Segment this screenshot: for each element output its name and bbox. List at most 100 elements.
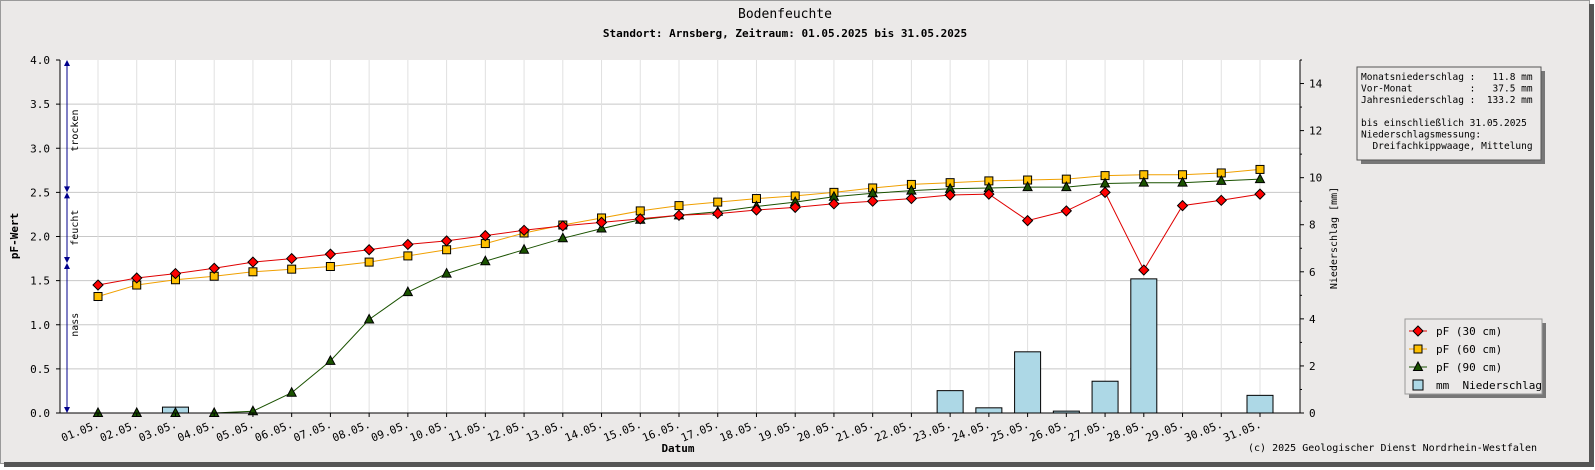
x-tick-label: 23.05.: [912, 418, 954, 445]
data-point: [1138, 264, 1150, 276]
data-point: [595, 216, 608, 229]
y-axis-label: pF-Wert: [8, 213, 21, 259]
data-point: [247, 256, 259, 268]
data-point: [441, 267, 452, 278]
precipitation-bar: [1246, 394, 1274, 414]
y2-tick-label: 4: [1309, 313, 1316, 326]
x-tick-label: 06.05.: [253, 418, 295, 445]
x-tick-label: 26.05.: [1028, 418, 1070, 445]
info-line: Niederschlagsmessung:: [1361, 130, 1481, 141]
y-tick-label: 3.0: [30, 142, 50, 155]
zone-arrow-down: [64, 256, 70, 263]
info-line: Jahresniederschlag : 133.2 mm: [1361, 95, 1533, 106]
x-tick-label: 14.05.: [563, 418, 605, 445]
data-point: [713, 197, 723, 207]
x-tick-label: 21.05.: [834, 418, 876, 445]
data-point: [674, 201, 684, 211]
precipitation-bar: [1091, 380, 1119, 414]
data-point: [673, 209, 685, 222]
data-point: [944, 189, 956, 201]
data-point: [1138, 176, 1150, 187]
data-point: [983, 188, 995, 200]
x-tick-label: 02.05.: [98, 418, 140, 445]
frame-shadow: [4, 462, 1592, 467]
data-point: [1215, 194, 1227, 207]
zone-indicators: trocken feucht nass: [64, 60, 81, 413]
data-point: [1061, 181, 1072, 192]
frame-shadow-right: [1589, 4, 1594, 467]
x-tick-label: 18.05.: [718, 418, 760, 445]
y-tick-label: 1.0: [30, 319, 50, 332]
y2-tick-label: 8: [1309, 219, 1316, 232]
x-tick-label: 19.05.: [757, 418, 799, 445]
data-point: [403, 251, 413, 261]
precipitation-bar: [1014, 351, 1042, 414]
data-point: [93, 292, 103, 302]
data-point: [1176, 199, 1189, 212]
y2-tick-label: 10: [1309, 172, 1322, 185]
y2-tick-label: 2: [1309, 360, 1316, 373]
zone-arrow-down: [64, 186, 70, 193]
data-point: [1021, 214, 1034, 227]
x-tick-label: 05.05.: [214, 418, 256, 445]
data-point: [325, 262, 335, 272]
x-tick-label: 29.05.: [1144, 418, 1186, 445]
data-point: [1177, 176, 1188, 187]
data-point: [440, 235, 453, 247]
data-point: [480, 255, 491, 266]
data-point: [286, 386, 297, 397]
y-tick-label: 2.5: [30, 186, 50, 199]
info-line: Monatsniederschlag : 11.8 mm: [1361, 72, 1533, 83]
zone-arrow-up: [64, 262, 70, 269]
chart-title: Bodenfeuchte: [738, 7, 832, 22]
legend: pF (30 cm) pF (60 cm) pF (90 cm) mm Nieders…: [1404, 318, 1546, 398]
x-tick-label: 13.05.: [524, 418, 566, 445]
data-point: [169, 267, 182, 280]
x-tick-label: 16.05.: [640, 418, 682, 445]
legend-swatch: [1412, 379, 1424, 391]
legend-background: [1404, 318, 1543, 395]
y2-tick-label: 0: [1309, 407, 1316, 420]
zone-label: nass: [70, 313, 81, 337]
precipitation-bar: [975, 407, 1003, 414]
data-point: [866, 195, 879, 207]
y-tick-label: 0.5: [30, 363, 50, 376]
y2-tick-label: 14: [1309, 78, 1323, 91]
x-tick-label: 01.05.: [59, 418, 101, 445]
data-point: [905, 192, 918, 205]
precipitation-bars: [161, 278, 1274, 414]
zone-arrow-up: [64, 192, 70, 199]
data-point: [402, 286, 414, 297]
data-point: [1254, 188, 1266, 200]
x-tick-label: 31.05.: [1221, 418, 1263, 445]
x-tick-label: 11.05.: [447, 418, 489, 445]
data-point: [1215, 174, 1227, 185]
x-tick-label: 10.05.: [408, 418, 450, 445]
x-tick-label: 27.05.: [1066, 418, 1108, 445]
data-point: [518, 224, 530, 237]
x-tick-label: 28.05.: [1105, 418, 1147, 445]
legend-label: mm Niederschlag: [1436, 379, 1542, 392]
data-point: [364, 257, 374, 267]
data-point: [402, 238, 414, 251]
data-point: [828, 198, 840, 210]
precipitation-bar: [1130, 278, 1158, 414]
y-tick-label: 4.0: [30, 54, 50, 67]
x-tick-label: 24.05.: [950, 418, 992, 445]
legend-label: pF (30 cm): [1436, 325, 1502, 338]
info-line: bis einschließlich 31.05.2025: [1361, 118, 1527, 129]
data-point: [479, 229, 492, 242]
data-point: [248, 267, 258, 277]
x-tick-label: 04.05.: [176, 418, 218, 445]
data-point: [518, 243, 530, 254]
legend-label: pF (60 cm): [1436, 343, 1502, 356]
zone-arrow-up: [64, 60, 70, 66]
x-tick-label: 30.05.: [1183, 418, 1225, 445]
legend-label: pF (90 cm): [1436, 361, 1502, 374]
y2-tick-label: 12: [1309, 125, 1322, 138]
zone-arrow-down: [64, 407, 70, 413]
data-point: [1099, 186, 1111, 199]
info-line: Vor-Monat : 37.5 mm: [1361, 84, 1533, 95]
data-point: [1022, 181, 1033, 192]
